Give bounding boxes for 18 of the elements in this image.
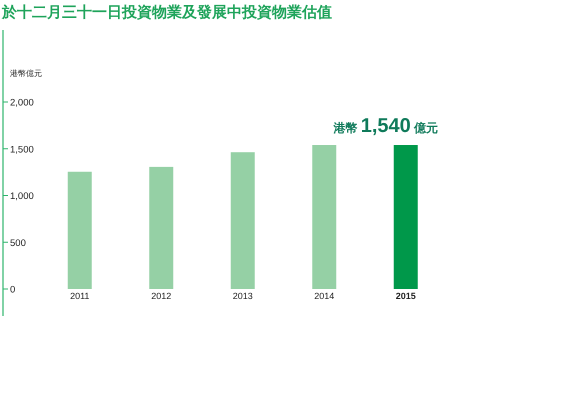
y-tick-label: 0 xyxy=(10,284,16,296)
x-tick-label: 2013 xyxy=(232,291,253,301)
x-tick-label: 2014 xyxy=(314,291,334,301)
y-tick-label: 1,000 xyxy=(10,191,34,202)
x-tick-label: 2012 xyxy=(151,291,172,301)
bar xyxy=(394,145,418,289)
bar xyxy=(230,152,255,289)
bar xyxy=(68,172,92,289)
bar xyxy=(149,166,174,289)
y-tick-label: 500 xyxy=(10,238,26,249)
bar xyxy=(312,145,336,289)
y-tick-label: 2,000 xyxy=(10,98,34,108)
y-tick-label: 1,500 xyxy=(10,144,34,156)
y-axis-title: 港幣億元 xyxy=(10,69,42,78)
x-tick-label: 2015 xyxy=(396,291,416,301)
annotation: 港幣 1,540 億元 xyxy=(332,115,438,138)
chart-title: 於十二月三十一日投資物業及發展中投資物業估值 xyxy=(1,4,332,21)
x-tick-label: 2011 xyxy=(70,291,90,301)
